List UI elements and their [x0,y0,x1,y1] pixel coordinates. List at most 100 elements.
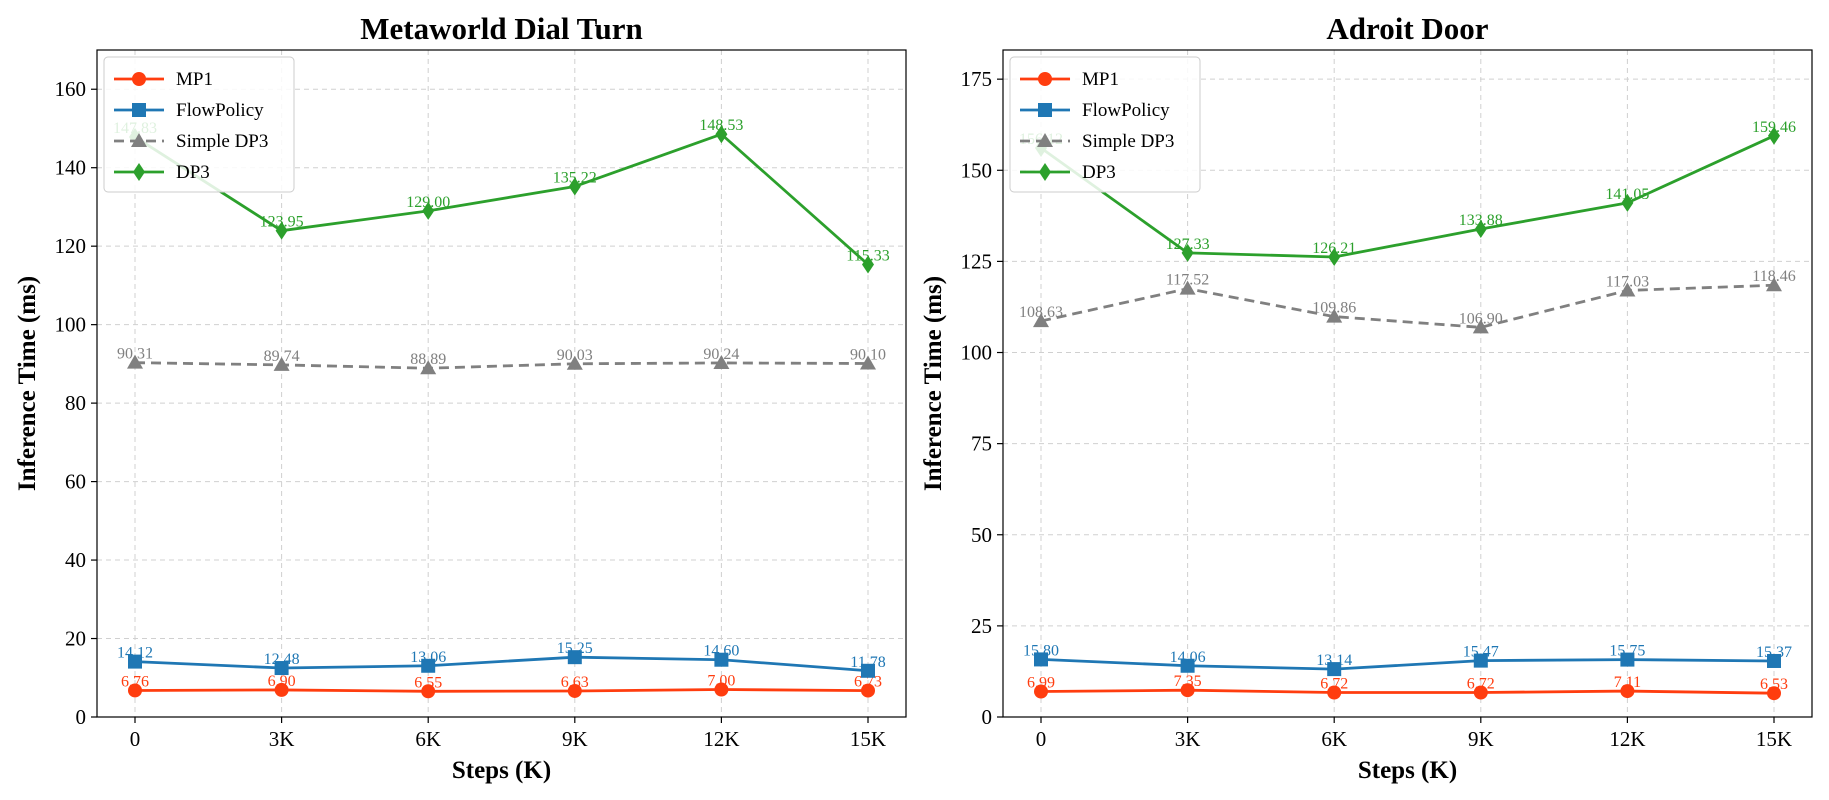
data-point-mp1 [861,683,875,698]
data-point-mp1 [567,683,582,698]
legend-label-mp1: MP1 [1082,69,1119,90]
data-point-flowpolicy [861,663,875,678]
data-point-mp1 [1473,685,1488,700]
plot-frame [1002,49,1813,718]
y-tick-label: 150 [961,158,993,182]
data-label-mp1: 6.53 [1760,676,1788,693]
data-label-mp1: 6.99 [1027,675,1055,692]
data-point-flowpolicy [1767,653,1781,668]
data-point-flowpolicy [421,658,436,673]
series-line-mp1 [134,688,869,693]
series-mp1: 6.76 6.90 6.55 6.63 7.00 6.73 [121,673,882,699]
y-tick-label: 50 [971,523,992,547]
data-point-flowpolicy [1327,662,1342,677]
data-point-flowpolicy [1034,652,1048,667]
chart-title: Adroit Door [1326,11,1488,46]
x-tick-label: 12K [703,727,739,751]
legend-label-dp3: DP3 [176,162,210,183]
data-point-simple-dp3 [1472,319,1489,334]
data-label-flowpolicy: 12.48 [264,651,300,668]
data-point-flowpolicy [1180,658,1195,673]
series-line-dp3 [1040,134,1775,259]
y-tick-label: 25 [971,614,992,638]
data-label-flowpolicy: 15.47 [1463,644,1499,661]
data-point-dp3 [568,177,581,196]
data-label-flowpolicy: 15.75 [1609,643,1645,660]
series-mp1: 6.99 7.35 6.72 6.72 7.11 6.53 [1027,673,1788,701]
legend-label-dp3: DP3 [1082,162,1116,183]
x-tick-label: 15K [850,727,886,751]
y-tick-label: 20 [65,627,86,651]
legend-box [103,56,295,193]
data-point-simple-dp3 [420,360,437,375]
data-label-mp1: 6.76 [121,673,149,690]
data-label-simple-dp3: 109.86 [1312,300,1356,317]
legend-marker-mp1 [1038,72,1052,86]
data-point-dp3 [1474,220,1487,239]
data-point-mp1 [1034,684,1048,699]
legend: MP1 FlowPolicy Simple DP3 DP3 [103,56,295,193]
legend-marker-dp3 [133,163,145,181]
series-line-flowpolicy [1040,658,1775,671]
y-tick-label: 100 [55,313,87,337]
data-label-simple-dp3: 90.10 [850,346,886,363]
y-tick-label: 125 [961,249,993,273]
data-label-mp1: 6.72 [1467,676,1495,693]
data-label-dp3: 159.46 [1752,119,1796,136]
data-point-dp3 [275,221,288,240]
legend-marker-simple-dp3 [1037,133,1053,147]
data-label-simple-dp3: 106.90 [1459,310,1503,327]
data-point-flowpolicy [274,661,289,676]
legend-label-flowpolicy: FlowPolicy [176,100,264,121]
data-label-mp1: 6.72 [1320,676,1348,693]
data-point-simple-dp3 [1766,277,1782,292]
legend-marker-dp3 [1039,163,1051,181]
legend-label-flowpolicy: FlowPolicy [1082,100,1170,121]
data-point-dp3 [1768,126,1780,145]
data-point-flowpolicy [128,654,142,669]
data-label-dp3: 126.21 [1312,240,1356,257]
data-point-dp3 [1181,243,1194,262]
x-tick-label: 9K [562,727,588,751]
data-label-dp3: 133.88 [1459,212,1503,229]
series-line-simple-dp3 [134,361,869,370]
y-tick-label: 140 [55,156,87,180]
series-line-flowpolicy [134,655,869,673]
y-tick-label: 80 [65,391,86,415]
series-flowpolicy: 15.80 14.06 13.14 15.47 15.75 15.37 [1023,642,1792,677]
data-label-flowpolicy: 14.12 [117,645,153,662]
legend-label-simple-dp3: Simple DP3 [1082,131,1174,152]
data-label-simple-dp3: 118.46 [1752,268,1795,285]
series-flowpolicy: 14.12 12.48 13.06 15.25 14.60 11.78 [117,640,886,678]
y-tick-label: 60 [65,470,86,494]
legend-marker-flowpolicy [1038,103,1052,117]
data-point-simple-dp3 [860,355,876,370]
x-tick-label: 3K [269,727,295,751]
data-point-simple-dp3 [273,356,290,371]
series-simple-dp3: 90.31 89.74 88.89 90.03 90.24 90.10 [117,346,886,375]
data-label-dp3: 148.53 [699,117,743,134]
data-point-dp3 [1621,193,1634,212]
data-label-flowpolicy: 15.80 [1023,642,1059,659]
x-tick-label: 15K [1756,727,1792,751]
plot-frame [96,49,907,718]
data-point-mp1 [1620,684,1635,699]
x-tick-label: 0 [1036,727,1047,751]
data-point-dp3 [862,255,874,274]
data-label-mp1: 6.73 [854,674,882,691]
legend-label-simple-dp3: Simple DP3 [176,131,268,152]
data-label-dp3: 115.33 [846,247,889,264]
data-label-flowpolicy: 14.60 [703,643,739,660]
data-point-simple-dp3 [566,355,583,370]
data-label-mp1: 6.55 [414,674,442,691]
data-label-mp1: 7.35 [1174,673,1202,690]
y-tick-label: 100 [961,341,993,365]
x-tick-label: 0 [130,727,141,751]
data-point-flowpolicy [1620,652,1635,667]
y-tick-label: 75 [971,432,992,456]
data-label-dp3: 127.33 [1166,236,1210,253]
data-label-flowpolicy: 13.06 [410,649,446,666]
data-label-simple-dp3: 89.74 [264,348,300,365]
